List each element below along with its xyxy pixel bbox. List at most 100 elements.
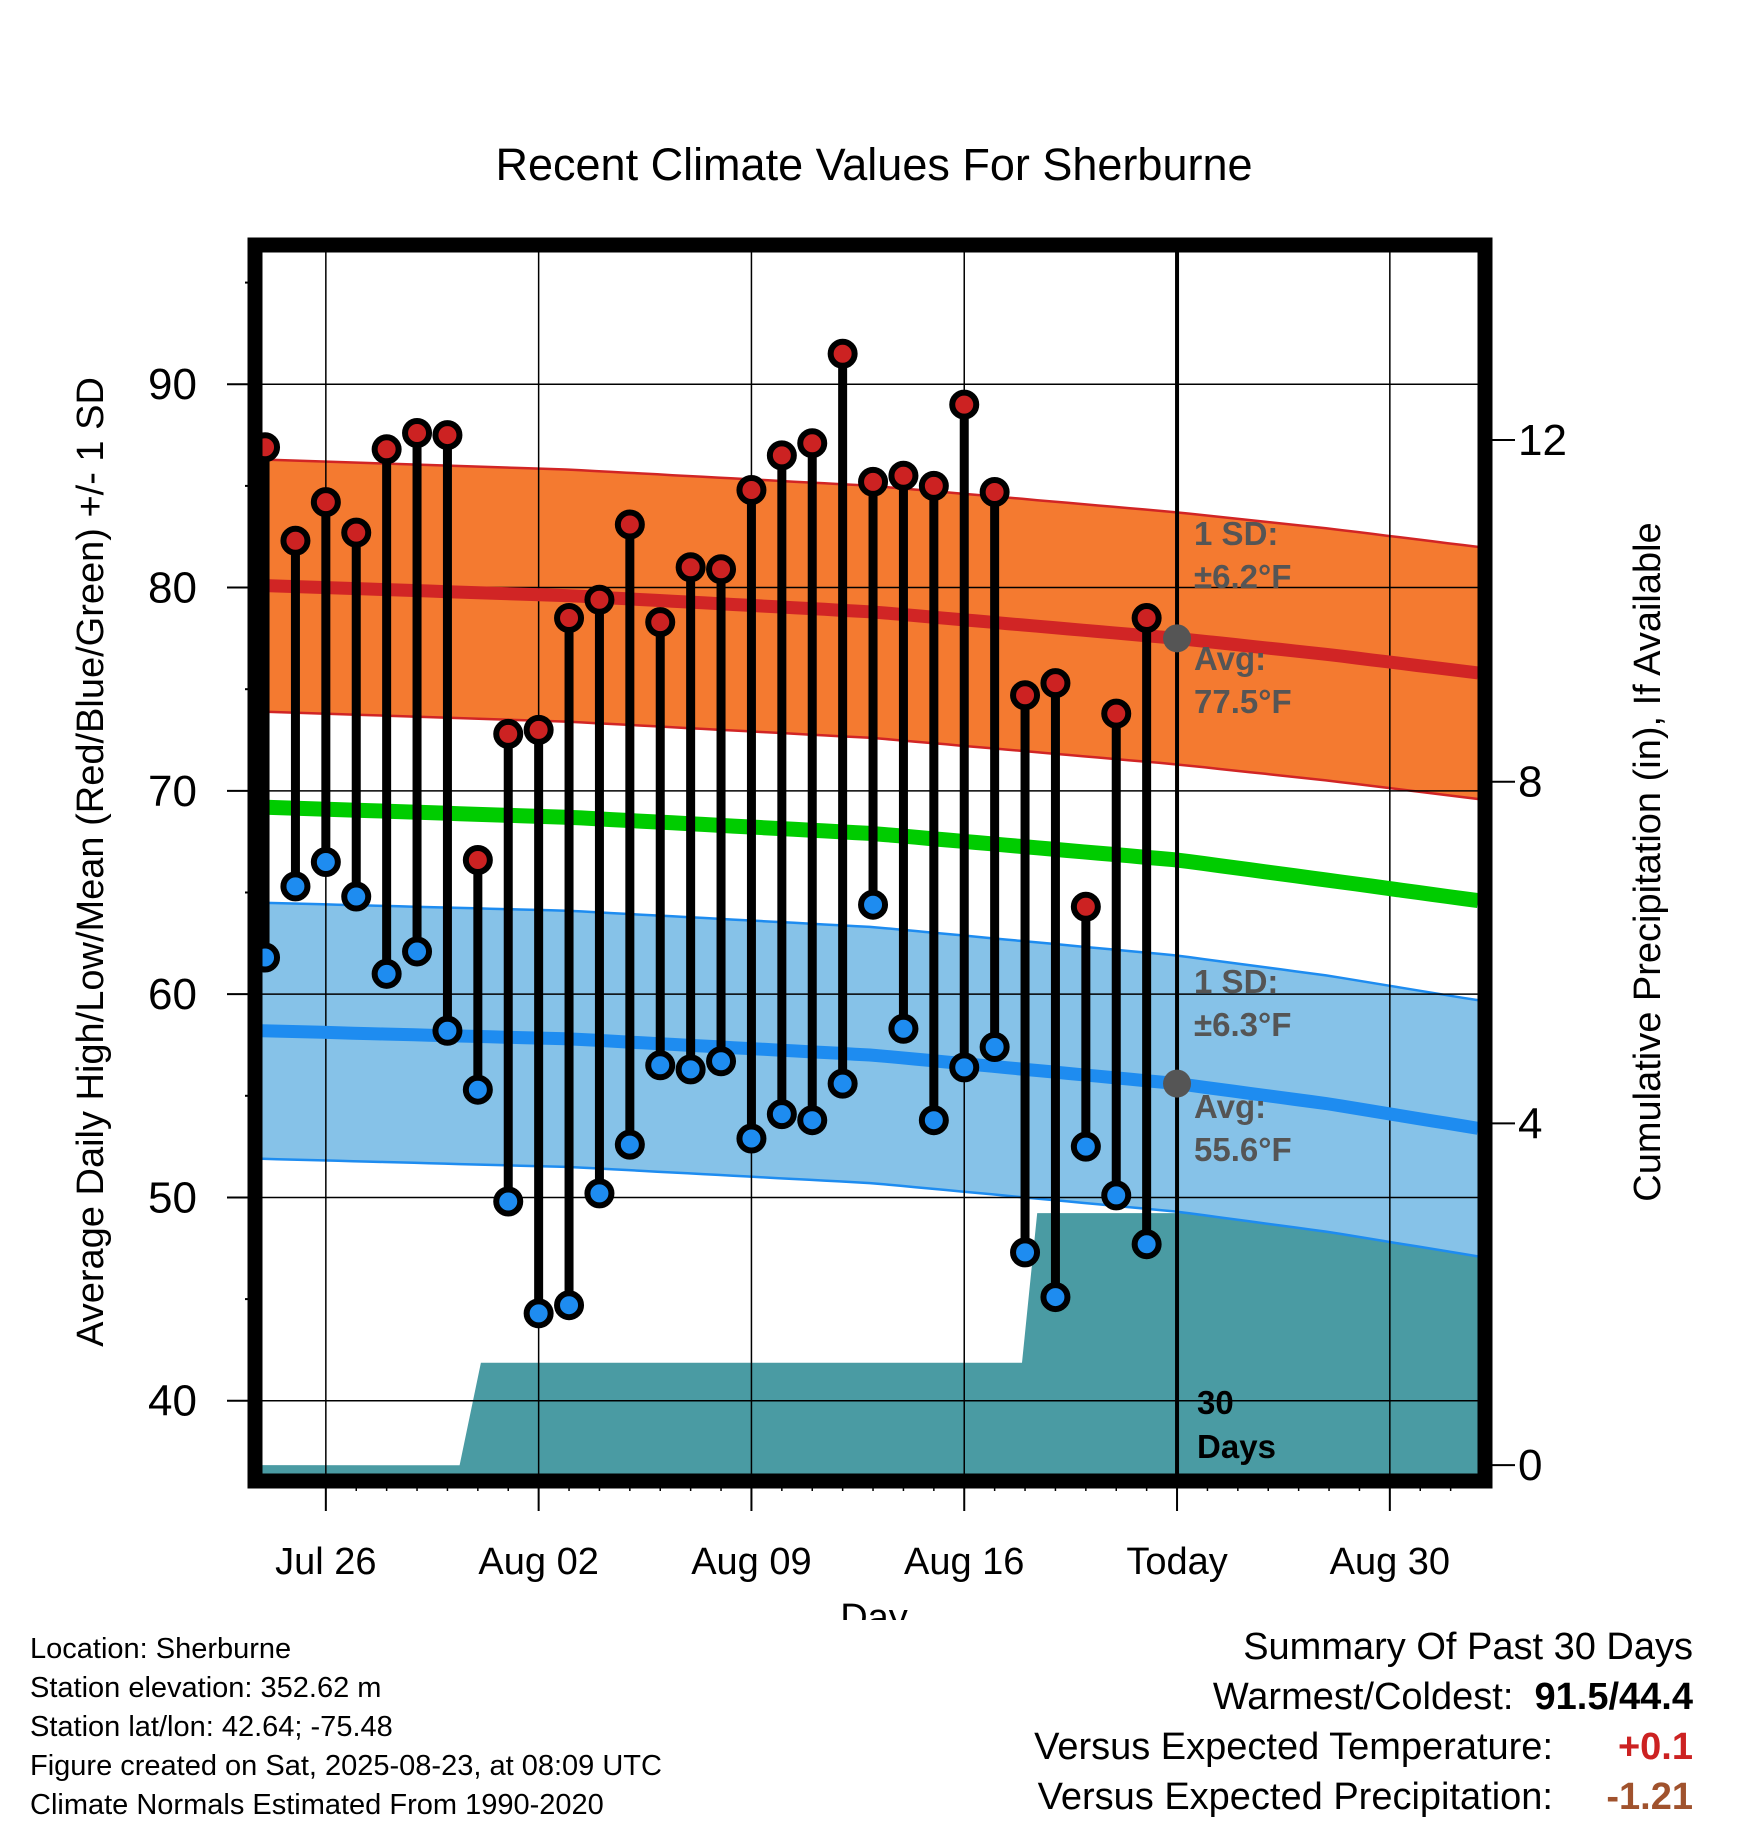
low-sd-value: ±6.3°F — [1194, 1006, 1291, 1043]
daily-low-point — [371, 958, 402, 989]
daily-high-point — [584, 584, 615, 615]
high-sd-label: 1 SD: — [1194, 515, 1278, 552]
daily-low-point — [918, 1105, 949, 1136]
high-sd-value: ±6.2°F — [1194, 558, 1291, 595]
y-tick-label: 80 — [148, 564, 197, 613]
x-tick-label: Aug 02 — [478, 1541, 598, 1583]
y2-tick-label: 4 — [1518, 1099, 1542, 1148]
climate-chart: Recent Climate Values For Sherburne 1 SD… — [70, 139, 1669, 1620]
daily-high-point — [675, 552, 706, 583]
y2-tick-label: 0 — [1518, 1441, 1542, 1490]
daily-low-point — [1131, 1229, 1162, 1260]
daily-high-point — [554, 603, 585, 634]
daily-low-point — [949, 1052, 980, 1083]
daily-high-point — [979, 476, 1010, 507]
daily-high-point — [310, 487, 341, 518]
daily-low-point — [584, 1178, 615, 1209]
y2-axis-label: Cumulative Precipitation (in), If Availa… — [1627, 522, 1669, 1201]
x-tick-label: Aug 30 — [1330, 1541, 1450, 1583]
daily-high-point — [918, 470, 949, 501]
elevation-text: Station elevation: 352.62 m — [30, 1672, 382, 1704]
x-tick-label: Aug 16 — [904, 1541, 1024, 1583]
daily-low-point — [554, 1290, 585, 1321]
daily-low-point — [645, 1050, 676, 1081]
daily-high-point — [614, 509, 645, 540]
y-tick-label: 50 — [148, 1173, 197, 1222]
plot-frame — [247, 237, 1493, 1489]
daily-high-point — [888, 460, 919, 491]
daily-high-point — [1131, 603, 1162, 634]
low-avg-line — [262, 1024, 1478, 1135]
daily-high-point — [858, 466, 889, 497]
daily-high-point — [1010, 680, 1041, 711]
summary-panel: Summary Of Past 30 Days Warmest/Coldest:… — [1034, 1622, 1693, 1822]
location-text: Location: Sherburne — [30, 1633, 292, 1665]
plot-area: 1 SD: ±6.2°F Avg: 77.5°F 1 SD: ±6.3°F Avg: 55.6… — [262, 246, 1478, 1478]
daily-low-point — [888, 1013, 919, 1044]
y-tick-label: 60 — [148, 970, 197, 1019]
daily-high-point — [949, 389, 980, 420]
daily-low-point — [766, 1099, 797, 1130]
daily-low-point — [1010, 1237, 1041, 1268]
daily-high-point — [371, 434, 402, 465]
warm-cold-value: 91.5/44.4 — [1534, 1676, 1693, 1718]
warm-cold-label: Warmest/Coldest: — [1212, 1676, 1514, 1718]
daily-high-point — [462, 844, 493, 875]
y2-tick-label: 12 — [1518, 416, 1567, 465]
daily-low-point — [1040, 1282, 1071, 1313]
precip-days-label-2: Days — [1197, 1428, 1276, 1465]
y-tick-label: 40 — [148, 1377, 197, 1426]
daily-low-point — [280, 871, 311, 902]
daily-high-point — [827, 338, 858, 369]
daily-high-point — [797, 428, 828, 459]
daily-low-point — [523, 1298, 554, 1329]
daily-high-point — [432, 420, 463, 451]
daily-high-point — [1070, 891, 1101, 922]
summary-temp: Versus Expected Temperature: +0.1 — [1034, 1722, 1693, 1772]
summary-warm-cold: Warmest/Coldest: 91.5/44.4 — [1034, 1672, 1693, 1722]
y2-tick-label: 8 — [1518, 758, 1542, 807]
daily-high-point — [706, 554, 737, 585]
daily-high-point — [645, 607, 676, 638]
daily-high-point — [1101, 698, 1132, 729]
created-text: Figure created on Sat, 2025-08-23, at 08… — [30, 1750, 662, 1782]
low-avg-value: 55.6°F — [1194, 1131, 1292, 1168]
x-tick-label: Today — [1126, 1541, 1227, 1583]
daily-low-point — [402, 936, 433, 967]
high-avg-label: Avg: — [1194, 640, 1266, 677]
precip-label: Versus Expected Precipitation: — [1037, 1776, 1553, 1818]
daily-low-point — [432, 1015, 463, 1046]
daily-low-point — [675, 1054, 706, 1085]
summary-precip: Versus Expected Precipitation: -1.21 — [1034, 1772, 1693, 1822]
daily-low-point — [341, 881, 372, 912]
daily-low-point — [262, 942, 281, 973]
daily-high-point — [262, 432, 281, 463]
temp-value: +0.1 — [1617, 1726, 1693, 1768]
daily-high-point — [523, 714, 554, 745]
daily-high-point — [493, 718, 524, 749]
high-avg-value: 77.5°F — [1194, 683, 1292, 720]
x-axis-label: Day — [840, 1597, 908, 1620]
low-sd-lower-line — [262, 1157, 1478, 1258]
daily-high-point — [1040, 668, 1071, 699]
chart-title: Recent Climate Values For Sherburne — [495, 139, 1252, 190]
today-high-marker — [1163, 624, 1192, 653]
daily-high-point — [280, 525, 311, 556]
daily-low-point — [858, 889, 889, 920]
y-axis-label: Average Daily High/Low/Mean (Red/Blue/Gr… — [70, 377, 112, 1347]
daily-high-point — [402, 418, 433, 449]
x-tick-label: Aug 09 — [691, 1541, 811, 1583]
daily-high-point — [766, 440, 797, 471]
daily-low-point — [736, 1123, 767, 1154]
daily-low-point — [462, 1074, 493, 1105]
daily-high-point — [736, 474, 767, 505]
daily-low-point — [1070, 1131, 1101, 1162]
temp-label: Versus Expected Temperature: — [1034, 1726, 1553, 1768]
daily-low-point — [1101, 1180, 1132, 1211]
y-tick-label: 90 — [148, 360, 197, 409]
low-sd-upper-line — [262, 901, 1478, 1002]
daily-low-point — [614, 1129, 645, 1160]
daily-low-point — [797, 1105, 828, 1136]
low-avg-label: Avg: — [1194, 1088, 1266, 1125]
latlon-text: Station lat/lon: 42.64; -75.48 — [30, 1711, 393, 1743]
